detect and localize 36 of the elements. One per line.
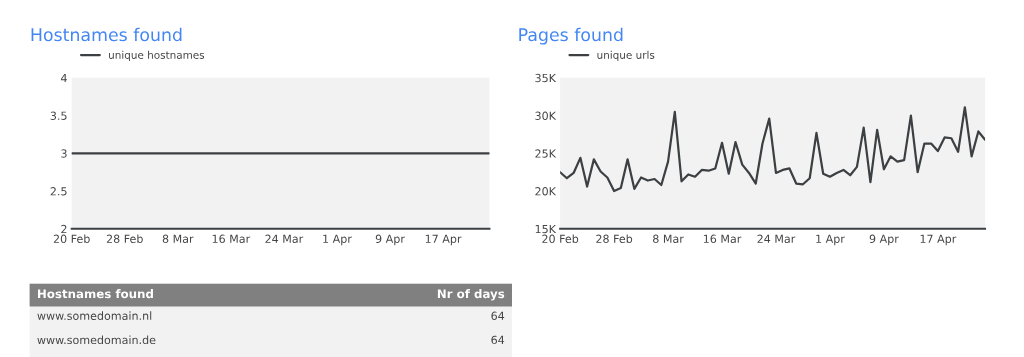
- legend-label: unique urls: [597, 50, 655, 61]
- chart-title: Pages found: [519, 27, 623, 45]
- x-tick-label: 16 Mar: [212, 234, 251, 243]
- x-tick-label: 24 Mar: [265, 234, 304, 243]
- x-tick-label: 1 Apr: [323, 234, 352, 246]
- y-tick-label: 25K: [535, 149, 557, 158]
- x-tick-label: 20 Feb: [542, 234, 579, 243]
- y-tick-label: 15K: [535, 224, 557, 234]
- x-tick-label: 28 Feb: [596, 234, 633, 243]
- x-tick-label: 17 Apr: [920, 234, 957, 246]
- x-tick-label: 9 Apr: [869, 234, 899, 246]
- chart-title: Hostnames found: [31, 27, 182, 42]
- x-tick-label: 1 Apr: [816, 234, 845, 246]
- x-tick-label: 24 Mar: [757, 234, 796, 243]
- legend-label: unique hostnames: [109, 50, 205, 61]
- category-label: www.somedomain.de: [37, 335, 156, 345]
- data-label: 64: [491, 335, 505, 345]
- data-label: 64: [491, 311, 505, 320]
- x-tick-label: 17 Apr: [425, 234, 462, 246]
- y-tick-label: 4: [60, 73, 67, 83]
- y-tick-label: 2: [61, 224, 67, 234]
- x-tick-label: 20 Feb: [53, 234, 90, 243]
- y-tick-label: 3: [61, 149, 67, 158]
- x-tick-label: 16 Mar: [703, 234, 742, 243]
- y-tick-label: 35K: [535, 73, 557, 83]
- x-tick-label: 28 Feb: [106, 234, 143, 243]
- text: Hostnames found: [38, 289, 153, 299]
- y-tick-label: 2.5: [50, 187, 67, 196]
- y-tick-label: 3.5: [50, 111, 67, 120]
- x-tick-label: 9 Apr: [375, 234, 405, 246]
- category-label: www.somedomain.nl: [37, 311, 152, 320]
- x-tick-label: 8 Mar: [162, 234, 194, 243]
- y-tick-label: 30K: [535, 111, 557, 120]
- y-tick-label: 20K: [535, 187, 557, 196]
- text: Nr of days: [437, 289, 505, 301]
- x-tick-label: 8 Mar: [653, 234, 684, 243]
